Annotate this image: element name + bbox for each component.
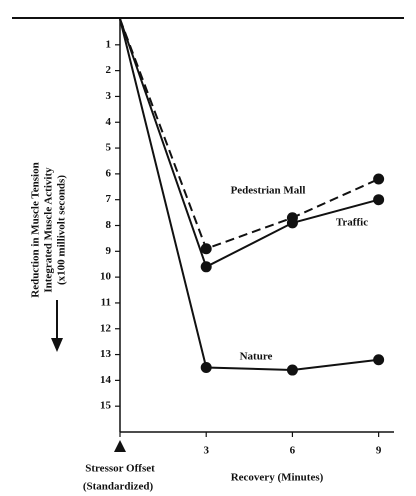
series-line <box>119 18 380 251</box>
y-tick-label: 1 <box>106 38 112 50</box>
y-tick-label: 14 <box>100 374 112 386</box>
y-tick-label: 6 <box>106 167 112 179</box>
point <box>373 173 385 185</box>
x-label: Recovery (Minutes) <box>231 472 324 484</box>
series-label: Traffic <box>336 217 368 229</box>
series-label: Pedestrian Mall <box>231 185 306 197</box>
y-tick-label: 8 <box>106 219 112 231</box>
point <box>373 194 385 206</box>
down-arrow-head <box>51 338 63 352</box>
y-label: Integrated Muscle Activity <box>43 167 55 293</box>
y-tick-label: 9 <box>106 245 112 257</box>
y-label: Reduction in Muscle Tension <box>30 162 42 297</box>
y-label: (x100 millivolt seconds) <box>56 175 68 285</box>
x-tick-label: 3 <box>203 445 209 457</box>
y-tick-label: 3 <box>106 90 112 102</box>
x-tick-label: Stressor Offset <box>85 463 155 475</box>
series-line <box>119 18 379 372</box>
y-tick-label: 4 <box>106 116 112 128</box>
up-arrow <box>114 440 126 452</box>
point <box>200 261 212 273</box>
y-tick-label: 10 <box>100 271 112 283</box>
y-tick-label: 5 <box>106 142 112 154</box>
y-tick-label: 15 <box>100 400 112 412</box>
series-line <box>119 18 379 269</box>
series-label: Nature <box>240 351 273 363</box>
x-tick-label: 6 <box>290 445 296 457</box>
y-tick-label: 12 <box>100 322 112 334</box>
x-tick-label: 9 <box>376 445 382 457</box>
x-tick-note: (Standardized) <box>83 481 154 493</box>
point <box>286 217 298 229</box>
y-tick-label: 13 <box>100 348 112 360</box>
point <box>200 243 212 255</box>
point <box>200 361 212 373</box>
y-tick-label: 7 <box>106 193 112 205</box>
y-tick-label: 2 <box>106 64 112 76</box>
point <box>286 364 298 376</box>
y-tick-label: 11 <box>101 296 111 308</box>
point <box>373 354 385 366</box>
